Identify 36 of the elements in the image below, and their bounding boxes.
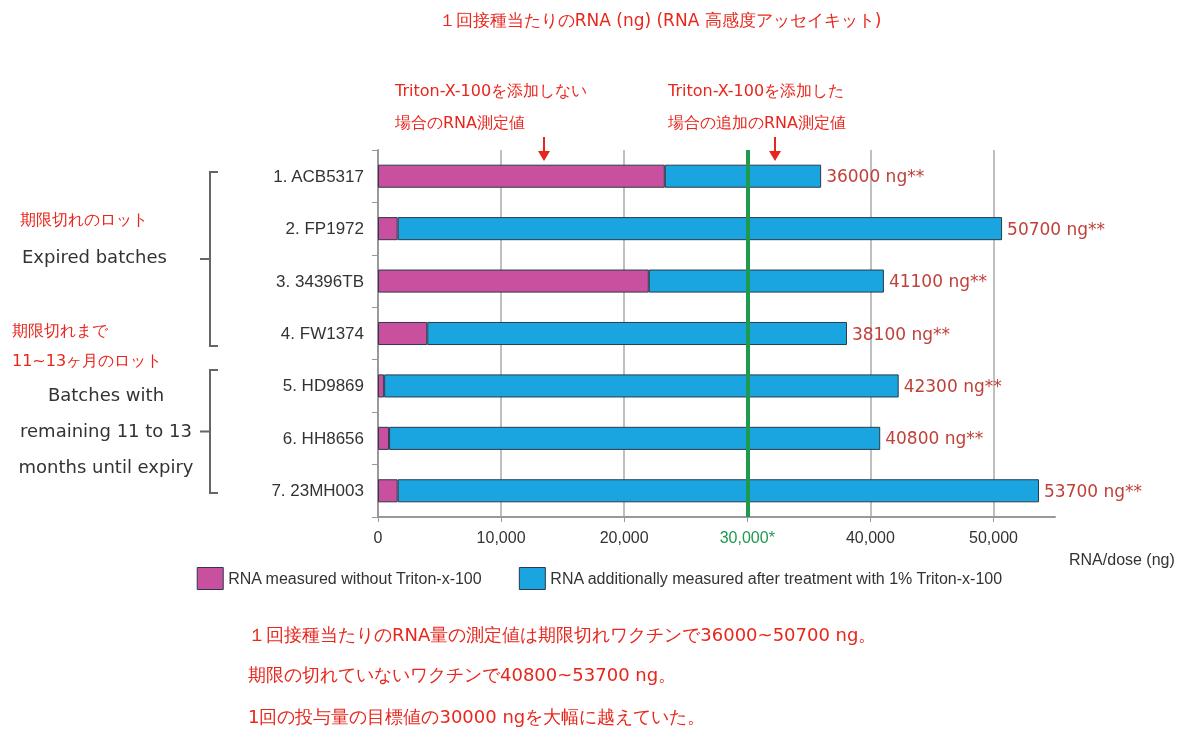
y-tick-label: 1. ACB5317 [273, 166, 364, 186]
text: Batches with remaining 11 to 13 months until expiry [17, 383, 195, 479]
text: 期限切れまで [12, 320, 108, 342]
total-label: 38100 ng** [851, 323, 951, 344]
legend-label: RNA additionally measured after treatment with 1% Triton-x-100 [550, 570, 1003, 587]
y-tick-label: 5. HD9869 [282, 376, 364, 396]
x-tick-label: 30,000* [719, 528, 775, 546]
chart-title: １回接種当たりのRNA (ng) (RNA 高感度アッセイキット) [437, 9, 883, 32]
text: 1回の投与量の目標値の30000 ngを大幅に越えていた。 [248, 705, 706, 729]
text: １回接種当たりのRNA量の測定値は期限切れワクチンで36000~50700 ng。 [248, 623, 877, 647]
text: Triton-X-100を添加しない [395, 80, 588, 102]
y-tick-label: 6. HH8656 [282, 428, 364, 448]
total-label: 40800 ng** [885, 428, 984, 449]
total-label: 36000 ng** [826, 166, 925, 187]
legend-label: RNA measured without Triton-x-100 [228, 570, 482, 587]
y-tick-label: 4. FW1374 [280, 324, 364, 343]
total-label: 50700 ng** [1007, 218, 1106, 239]
y-tick-label: 2. FP1972 [285, 219, 364, 239]
x-tick-label: 40,000 [845, 528, 895, 546]
text: 期限の切れていないワクチンで40800~53700 ng。 [248, 663, 677, 687]
text: 11~13ヶ月のロット [12, 350, 163, 372]
total-label: 42300 ng** [903, 375, 1002, 396]
text: 場合のRNA測定値 [395, 112, 526, 134]
x-tick-label: 0 [373, 528, 383, 546]
y-tick-label: 3. 34396TB [276, 271, 364, 291]
total-label: 41100 ng** [888, 271, 987, 292]
x-tick-label: 10,000 [476, 528, 526, 546]
x-axis-title: RNA/dose (ng) [1069, 550, 1175, 568]
text: Expired batches [22, 245, 167, 269]
text: 期限切れのロット [20, 209, 148, 231]
x-tick-label: 20,000 [599, 528, 649, 546]
total-label: 53700 ng** [1044, 480, 1143, 501]
text: 場合の追加のRNA測定値 [668, 112, 847, 134]
y-tick-label: 7. 23MH003 [271, 481, 364, 501]
x-tick-label: 50,000 [968, 528, 1019, 546]
text: Triton-X-100を添加した [668, 80, 845, 102]
